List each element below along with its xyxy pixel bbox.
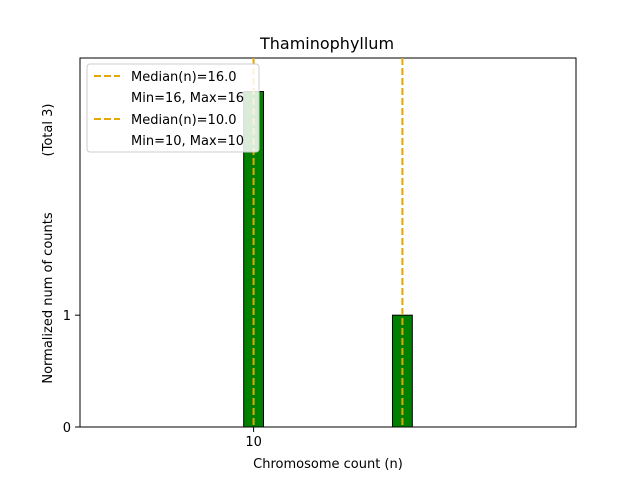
y-axis-ticks: 01 <box>63 309 80 436</box>
x-axis-ticks: 10 <box>245 427 262 450</box>
legend-detail-median-2: Min=10, Max=10 <box>131 134 244 149</box>
y-axis-total-note: (Total 3) <box>41 104 56 157</box>
x-tick-label: 10 <box>245 435 262 450</box>
x-axis-label: Chromosome count (n) <box>253 457 403 472</box>
legend-detail-median-1: Min=16, Max=16 <box>131 91 244 106</box>
y-axis-label: Normalized num of counts <box>41 212 56 383</box>
chart-title: Thaminophyllum <box>259 34 394 53</box>
legend-frame <box>86 63 260 153</box>
legend-label-median-1: Median(n)=16.0 <box>131 70 237 85</box>
legend-label-median-2: Median(n)=10.0 <box>131 113 237 128</box>
y-tick-label: 1 <box>63 309 71 324</box>
legend: Median(n)=16.0 Min=16, Max=16 Median(n)=… <box>86 63 260 153</box>
y-tick-label: 0 <box>63 421 71 436</box>
